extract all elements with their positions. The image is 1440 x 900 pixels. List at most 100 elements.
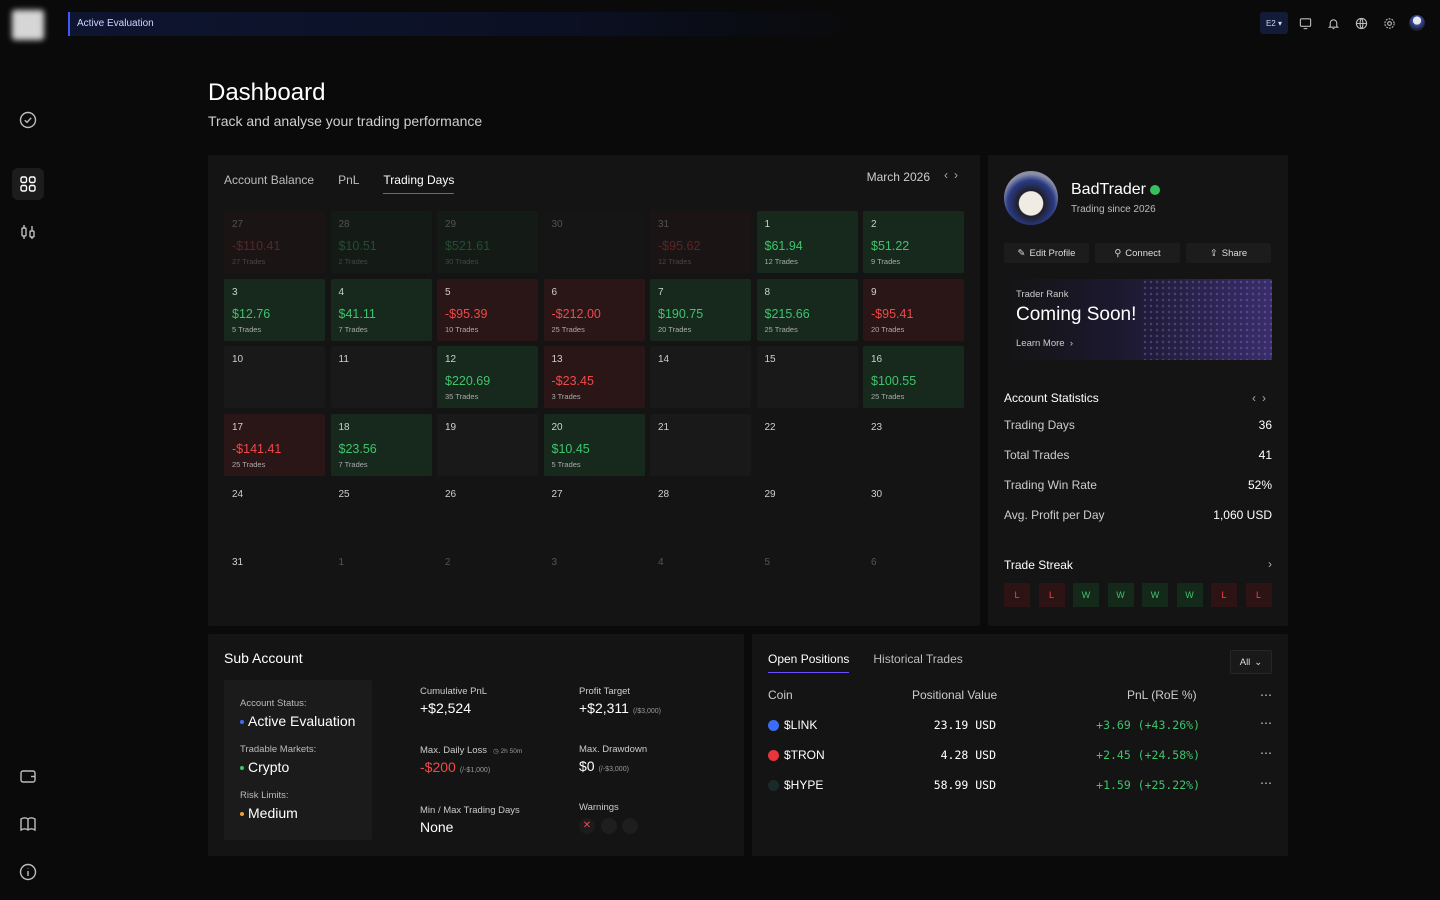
calendar-day-cell[interactable]: 22 [757, 414, 858, 476]
row-more-icon[interactable]: ⋯ [1260, 776, 1272, 790]
chevron-left-icon[interactable]: ‹ [944, 168, 954, 182]
calendar-day-cell[interactable]: 6 [863, 549, 964, 611]
max-daily-loss-label: Max. Daily Loss ◷ 2h 50m [420, 745, 522, 756]
calendar-day-cell[interactable]: 5 -$95.39 10 Trades [437, 278, 538, 341]
calendar-day-cell[interactable]: 30 [863, 481, 964, 543]
tab-open-positions[interactable]: Open Positions [768, 652, 850, 673]
profit-target-amount: +$2,311 [579, 700, 629, 716]
share-button[interactable]: ⇪ Share [1186, 243, 1271, 263]
tab-trading-days[interactable]: Trading Days [383, 173, 455, 194]
tab-pnl[interactable]: PnL [338, 173, 360, 187]
profile-name-row: BadTrader [1071, 181, 1160, 199]
row-more-icon[interactable]: ⋯ [1260, 716, 1272, 730]
day-pnl: $61.94 [764, 239, 803, 253]
calendar-day-cell[interactable]: 31 [224, 549, 325, 611]
day-number: 19 [445, 421, 457, 433]
sub-account-panel: Sub Account Account Status: Active Evalu… [208, 634, 744, 856]
chevron-left-icon[interactable]: ‹ [1252, 391, 1262, 405]
calendar-day-cell[interactable]: 1 [331, 549, 432, 611]
globe-icon[interactable] [1350, 12, 1372, 34]
page-subtitle: Track and analyse your trading performan… [208, 113, 483, 129]
monitor-icon[interactable] [1294, 12, 1316, 34]
calendar-day-cell[interactable]: 29 $521.61 30 Trades [437, 211, 538, 273]
calendar-day-cell[interactable]: 4 $41.11 7 Trades [330, 278, 432, 341]
calendar-day-cell[interactable]: 2 [437, 549, 538, 611]
position-row[interactable]: $LINK 23.19 USD +3.69 (+43.26%) ⋯ [768, 716, 1272, 736]
positions-tabs: Open Positions Historical Trades [768, 652, 963, 673]
calendar-day-cell[interactable]: 2 $51.22 9 Trades [863, 211, 964, 273]
markets-dot [240, 766, 244, 771]
dashboard-grid-icon[interactable] [12, 168, 44, 200]
calendar-day-cell[interactable]: 28 $10.51 2 Trades [330, 211, 432, 273]
calendar-day-cell[interactable]: 5 [757, 549, 858, 611]
calendar-day-cell[interactable]: 20 $10.45 5 Trades [543, 413, 645, 476]
calendar-day-cell[interactable]: 8 $215.66 25 Trades [756, 278, 858, 341]
calendar-day-cell[interactable]: 1 $61.94 12 Trades [756, 211, 858, 273]
calendar-day-cell[interactable]: 13 -$23.45 3 Trades [543, 346, 645, 408]
day-trades: 3 Trades [551, 392, 581, 401]
calendar-day-cell[interactable]: 26 [437, 481, 538, 543]
calendar-day-cell[interactable]: 16 $100.55 25 Trades [863, 346, 964, 408]
calendar-day-cell[interactable]: 19 [437, 413, 538, 476]
calendar-day-cell[interactable]: 29 [757, 481, 858, 543]
info-icon[interactable] [12, 856, 44, 888]
calendar-day-cell[interactable]: 7 $190.75 20 Trades [650, 278, 751, 341]
calendar-day-cell[interactable]: 23 [863, 414, 964, 476]
calendar-day-cell[interactable]: 28 [650, 481, 751, 543]
position-row[interactable]: $HYPE 58.99 USD +1.59 (+25.22%) ⋯ [768, 776, 1272, 796]
day-number: 21 [658, 421, 670, 433]
calendar-day-cell[interactable]: 15 [756, 346, 858, 408]
calendar-day-cell[interactable]: 30 [543, 211, 645, 273]
day-trades: 9 Trades [871, 257, 901, 266]
warnings-label: Warnings [579, 802, 619, 813]
calendar-day-cell[interactable]: 12 $220.69 35 Trades [437, 346, 538, 408]
calendar-day-cell[interactable]: 21 [650, 413, 751, 476]
evaluation-banner[interactable]: Active Evaluation [68, 12, 868, 36]
calendar-day-cell[interactable]: 4 [650, 549, 751, 611]
calendar-day-cell[interactable]: 3 [544, 549, 645, 611]
calendar-day-cell[interactable]: 27 [544, 481, 645, 543]
tab-account-balance[interactable]: Account Balance [224, 173, 315, 187]
evaluation-badge-icon[interactable] [12, 104, 44, 136]
calendar-day-cell[interactable]: 6 -$212.00 25 Trades [543, 278, 645, 341]
row-more-icon[interactable]: ⋯ [1260, 746, 1272, 760]
account-selector[interactable]: E2 ▾ [1260, 12, 1288, 34]
calendar-day-cell[interactable]: 25 [331, 481, 432, 543]
calendar-day-cell[interactable]: 10 [224, 346, 325, 408]
day-trades: 5 Trades [232, 324, 262, 334]
chevron-right-icon[interactable]: › [954, 168, 964, 182]
warning-x-icon: ✕ [579, 818, 595, 834]
stat-key: Total Trades [1004, 448, 1070, 462]
connect-button[interactable]: ⚲ Connect [1095, 243, 1180, 263]
day-number: 26 [445, 489, 457, 500]
max-daily-loss-timer: 2h 50m [500, 748, 523, 755]
bell-icon[interactable] [1322, 12, 1344, 34]
learn-more-link[interactable]: Learn More › [1016, 338, 1074, 349]
warning-slot-icon [622, 818, 638, 834]
profile-avatar[interactable] [1004, 171, 1058, 225]
chevron-right-icon[interactable]: › [1268, 557, 1272, 571]
day-trades: 5 Trades [551, 459, 581, 469]
calendar-day-cell[interactable]: 3 $12.76 5 Trades [224, 278, 325, 341]
edit-profile-button[interactable]: ✎ Edit Profile [1004, 243, 1089, 263]
user-avatar[interactable] [1406, 12, 1428, 34]
wallet-icon[interactable] [12, 760, 44, 792]
positions-filter-select[interactable]: All ⌄ [1230, 650, 1272, 674]
max-drawdown-amount: $0 [579, 758, 595, 774]
book-icon[interactable] [12, 808, 44, 840]
calendar-day-cell[interactable]: 18 $23.56 7 Trades [330, 413, 432, 476]
calendar-day-cell[interactable]: 31 -$95.62 12 Trades [650, 211, 751, 273]
tab-historical-trades[interactable]: Historical Trades [873, 652, 963, 666]
calendar-day-cell[interactable]: 27 -$110.41 27 Trades [224, 211, 325, 273]
calendar-day-cell[interactable]: 17 -$141.41 25 Trades [224, 413, 325, 476]
gear-icon[interactable] [1378, 12, 1400, 34]
calendar-day-cell[interactable]: 9 -$95.41 20 Trades [863, 278, 964, 341]
trade-candles-icon[interactable] [12, 216, 44, 248]
logo[interactable] [12, 10, 44, 40]
calendar-day-cell[interactable]: 14 [650, 346, 751, 408]
calendar-day-cell[interactable]: 24 [224, 481, 325, 543]
more-icon[interactable]: ⋯ [1260, 688, 1272, 702]
position-row[interactable]: $TRON 4.28 USD +2.45 (+24.58%) ⋯ [768, 746, 1272, 766]
chevron-right-icon[interactable]: › [1262, 391, 1272, 405]
calendar-day-cell[interactable]: 11 [330, 346, 432, 408]
